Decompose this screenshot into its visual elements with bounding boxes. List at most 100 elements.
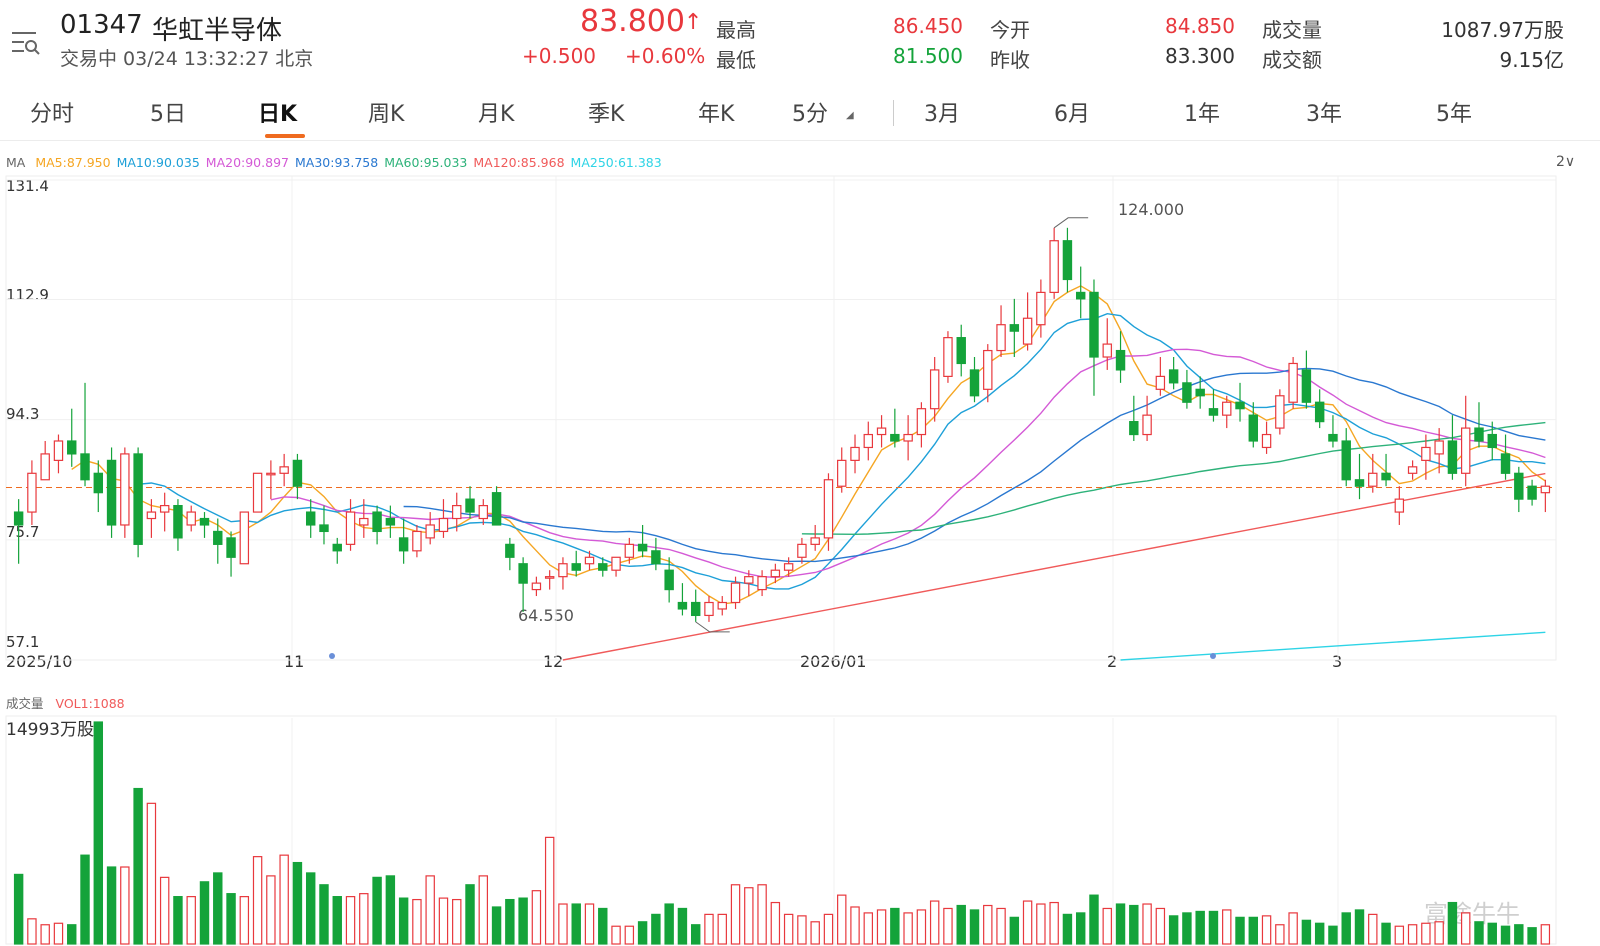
tab-quarterly-k[interactable]: 季K — [588, 102, 625, 127]
volume-bar — [863, 912, 874, 945]
tab-6month[interactable]: 6月 — [1054, 102, 1090, 127]
low-annotation-leader — [695, 621, 730, 633]
ma60-line — [801, 421, 1546, 536]
volume-bar — [1155, 907, 1166, 945]
candle-body — [146, 511, 157, 520]
candle-body — [1328, 433, 1338, 442]
volume-bar — [345, 896, 356, 945]
volume-bar — [810, 921, 820, 945]
open-label: 今开 — [990, 18, 1030, 42]
x-date-label: 3 — [1332, 652, 1343, 671]
volume-bar — [757, 884, 767, 945]
candle-body — [80, 453, 90, 481]
y-tick-label: 75.7 — [6, 523, 40, 541]
x-date-label: 2026/01 — [800, 652, 867, 671]
volume-bar — [1368, 913, 1378, 945]
volume-bar — [1421, 922, 1431, 945]
volume-bar — [173, 896, 183, 945]
candle-body — [159, 504, 170, 513]
volume-bar — [1009, 916, 1020, 945]
volume-bar — [1102, 907, 1112, 945]
volume-bar — [292, 861, 303, 945]
ma-period-selector[interactable]: 2∨ — [1556, 154, 1576, 170]
ma-legend-item: MA5:87.950 — [35, 155, 111, 170]
candle-body — [1540, 485, 1551, 494]
price-change: +0.500 — [522, 44, 597, 68]
tab-monthly-k[interactable]: 月K — [478, 102, 515, 127]
volume-bar — [1049, 901, 1059, 945]
volume-max-label: 14993万股 — [6, 720, 95, 740]
volume-bar — [1195, 910, 1205, 945]
volume-bar — [1115, 903, 1126, 945]
tab-5min[interactable]: 5分 — [792, 102, 828, 127]
candle-body — [1354, 479, 1365, 487]
tab-divider — [893, 100, 894, 126]
candle-body — [452, 504, 462, 520]
volume-bar — [651, 913, 661, 945]
active-tab-indicator — [265, 134, 305, 138]
candle-body — [252, 472, 263, 513]
volume-bar — [890, 907, 900, 945]
low-annotation: 64.550 — [518, 606, 574, 625]
volume-bar — [491, 906, 502, 945]
candle-body — [1261, 433, 1272, 449]
tab-1year[interactable]: 1年 — [1184, 102, 1220, 127]
tab-yearly-k[interactable]: 年K — [698, 102, 735, 127]
tab-5day[interactable]: 5日 — [150, 102, 186, 127]
y-tick-label: 94.3 — [6, 405, 40, 423]
candle-body — [1075, 291, 1086, 300]
tab-intraday[interactable]: 分时 — [30, 102, 75, 127]
candle-body — [106, 459, 117, 526]
volume-bar — [279, 854, 289, 945]
candle-body — [1288, 362, 1298, 403]
candle-body — [478, 504, 489, 520]
open-value: 84.850 — [1165, 14, 1235, 38]
volume-bar — [1036, 903, 1046, 945]
x-date-label: 12 — [543, 652, 564, 671]
dropdown-triangle-icon[interactable]: ◢ — [846, 110, 854, 121]
candle-body — [903, 433, 913, 442]
candle-body — [372, 511, 382, 533]
tab-5year[interactable]: 5年 — [1436, 102, 1472, 127]
candle-body — [1407, 466, 1418, 474]
ma-legend-item: MA10:90.035 — [116, 155, 200, 170]
ma250-line — [1120, 631, 1546, 661]
candle-body — [93, 472, 104, 494]
volume-bar — [146, 802, 157, 945]
volume-bar — [319, 884, 329, 945]
volume-bar — [1248, 916, 1259, 945]
candle-body — [983, 349, 993, 390]
ma-legend-item: MA250:61.383 — [570, 155, 662, 170]
volume-bar — [677, 907, 688, 945]
candle-body — [266, 472, 276, 476]
ma-legend-item: MA120:85.968 — [473, 155, 565, 170]
candle-body — [438, 517, 449, 533]
volume-bar — [730, 884, 741, 945]
volume-legend: 成交量 VOL1:1088 — [6, 693, 125, 712]
volume-bar — [531, 890, 542, 945]
tab-3month[interactable]: 3月 — [924, 102, 960, 127]
candle-body — [1301, 369, 1312, 403]
volume-bar — [372, 876, 382, 945]
candle-body — [1381, 472, 1391, 481]
tab-daily-k[interactable]: 日K — [258, 102, 298, 127]
candle-body — [133, 453, 143, 545]
volume-bar — [571, 903, 581, 945]
tab-3year[interactable]: 3年 — [1306, 102, 1342, 127]
volume-bar — [199, 881, 210, 945]
period-tabs: 分时 5日 日K 周K 月K 季K 年K 5分 3月 6月 1年 3年 5年 — [0, 88, 1600, 138]
volume-bar — [1514, 924, 1524, 945]
tab-weekly-k[interactable]: 周K — [368, 102, 405, 127]
volume-bar — [478, 875, 489, 945]
menu-icon[interactable] — [10, 28, 40, 58]
candle-body — [398, 537, 409, 552]
volume-bar — [823, 913, 834, 945]
candle-body — [1447, 440, 1458, 474]
candle-body — [53, 440, 64, 461]
current-price: 83.800 — [580, 4, 685, 39]
candle-body — [571, 563, 581, 571]
volume-bar — [1222, 909, 1232, 945]
candle-body — [505, 543, 515, 558]
volume-bar — [664, 903, 674, 945]
